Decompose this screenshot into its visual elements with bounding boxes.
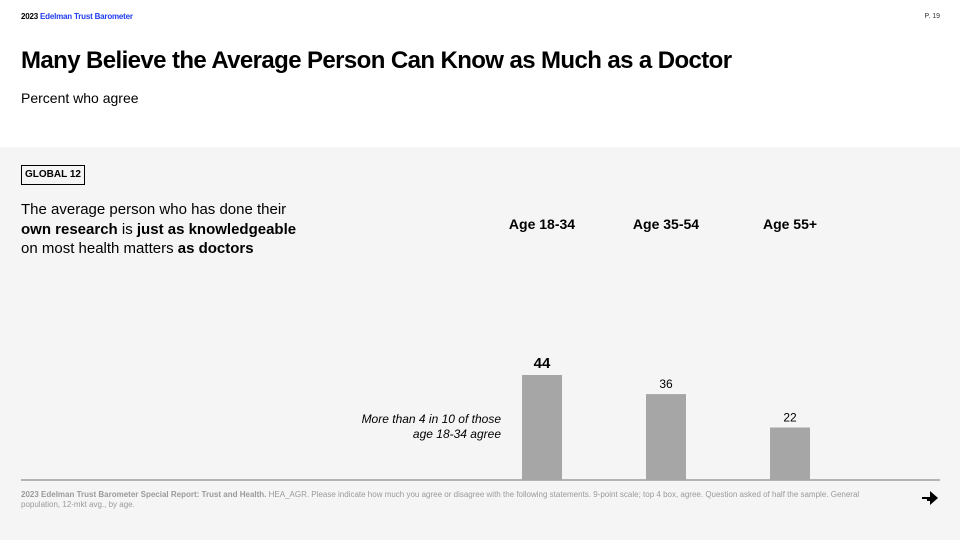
region-badge: GLOBAL 12 (21, 165, 85, 185)
statement-part-5: on most health matters (21, 240, 178, 257)
chart-annotation: More than 4 in 10 of those age 18-34 agr… (361, 412, 501, 441)
statement-part-2: own research (21, 220, 118, 238)
bar (646, 394, 686, 480)
page-number: P. 19 (924, 13, 940, 20)
bar (522, 375, 562, 480)
page-subtitle: Percent who agree (21, 90, 139, 106)
next-arrow-icon[interactable] (920, 488, 940, 508)
brand-header: 2023 Edelman Trust Barometer (21, 12, 133, 21)
statement-part-6: as doctors (177, 240, 254, 257)
data-label: 44 (534, 355, 551, 372)
survey-statement: The average person who has done their own… (21, 200, 341, 259)
data-label: 22 (783, 411, 797, 425)
bar (770, 427, 810, 480)
footnote-text: HEA_AGR. Please indicate how much you ag… (21, 490, 860, 509)
brand-year: 2023 (21, 12, 38, 21)
statement-part-4: just as knowledgeable (136, 220, 297, 238)
footnote: 2023 Edelman Trust Barometer Special Rep… (21, 490, 881, 510)
category-label: Age 35-54 (633, 216, 699, 232)
statement-part-3: is (117, 220, 137, 238)
data-label: 36 (659, 377, 673, 391)
statement-part-1: The average person who has done their (21, 201, 287, 218)
page-title: Many Believe the Average Person Can Know… (21, 47, 732, 74)
footnote-source: 2023 Edelman Trust Barometer Special Rep… (21, 490, 267, 499)
category-label: Age 18-34 (509, 216, 575, 232)
brand-name: Edelman Trust Barometer (40, 12, 133, 21)
category-label: Age 55+ (763, 216, 817, 232)
